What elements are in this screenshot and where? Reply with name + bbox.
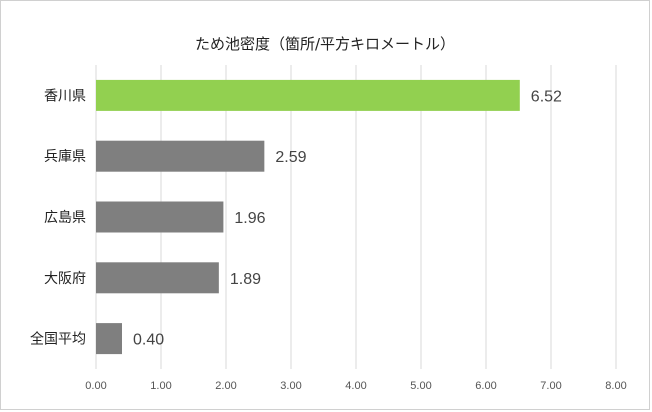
data-label: 0.40 xyxy=(133,332,164,349)
bar xyxy=(96,79,520,111)
data-label: 6.52 xyxy=(531,88,562,105)
chart-title: ため池密度（箇所/平方キロメートル） xyxy=(194,35,456,53)
bar xyxy=(96,262,219,294)
category-label: 広島県 xyxy=(44,210,86,226)
data-label: 1.89 xyxy=(230,271,261,288)
data-label: 2.59 xyxy=(275,149,306,166)
x-tick-label: 3.00 xyxy=(280,380,301,392)
x-tick-label: 6.00 xyxy=(475,380,496,392)
category-label: 大阪府 xyxy=(44,271,86,287)
data-label: 1.96 xyxy=(234,210,265,227)
category-label: 兵庫県 xyxy=(44,148,86,165)
x-tick-label: 1.00 xyxy=(150,380,171,392)
x-tick-label: 2.00 xyxy=(215,380,236,392)
x-tick-label: 7.00 xyxy=(540,380,561,392)
x-tick-label: 4.00 xyxy=(345,380,366,392)
bar xyxy=(96,140,265,172)
bar xyxy=(96,323,122,355)
x-tick-label: 8.00 xyxy=(605,380,626,392)
category-label: 全国平均 xyxy=(30,331,86,348)
category-label: 香川県 xyxy=(44,88,86,104)
x-tick-label: 5.00 xyxy=(410,380,431,392)
bar xyxy=(96,201,224,233)
x-tick-label: 0.00 xyxy=(85,380,106,392)
